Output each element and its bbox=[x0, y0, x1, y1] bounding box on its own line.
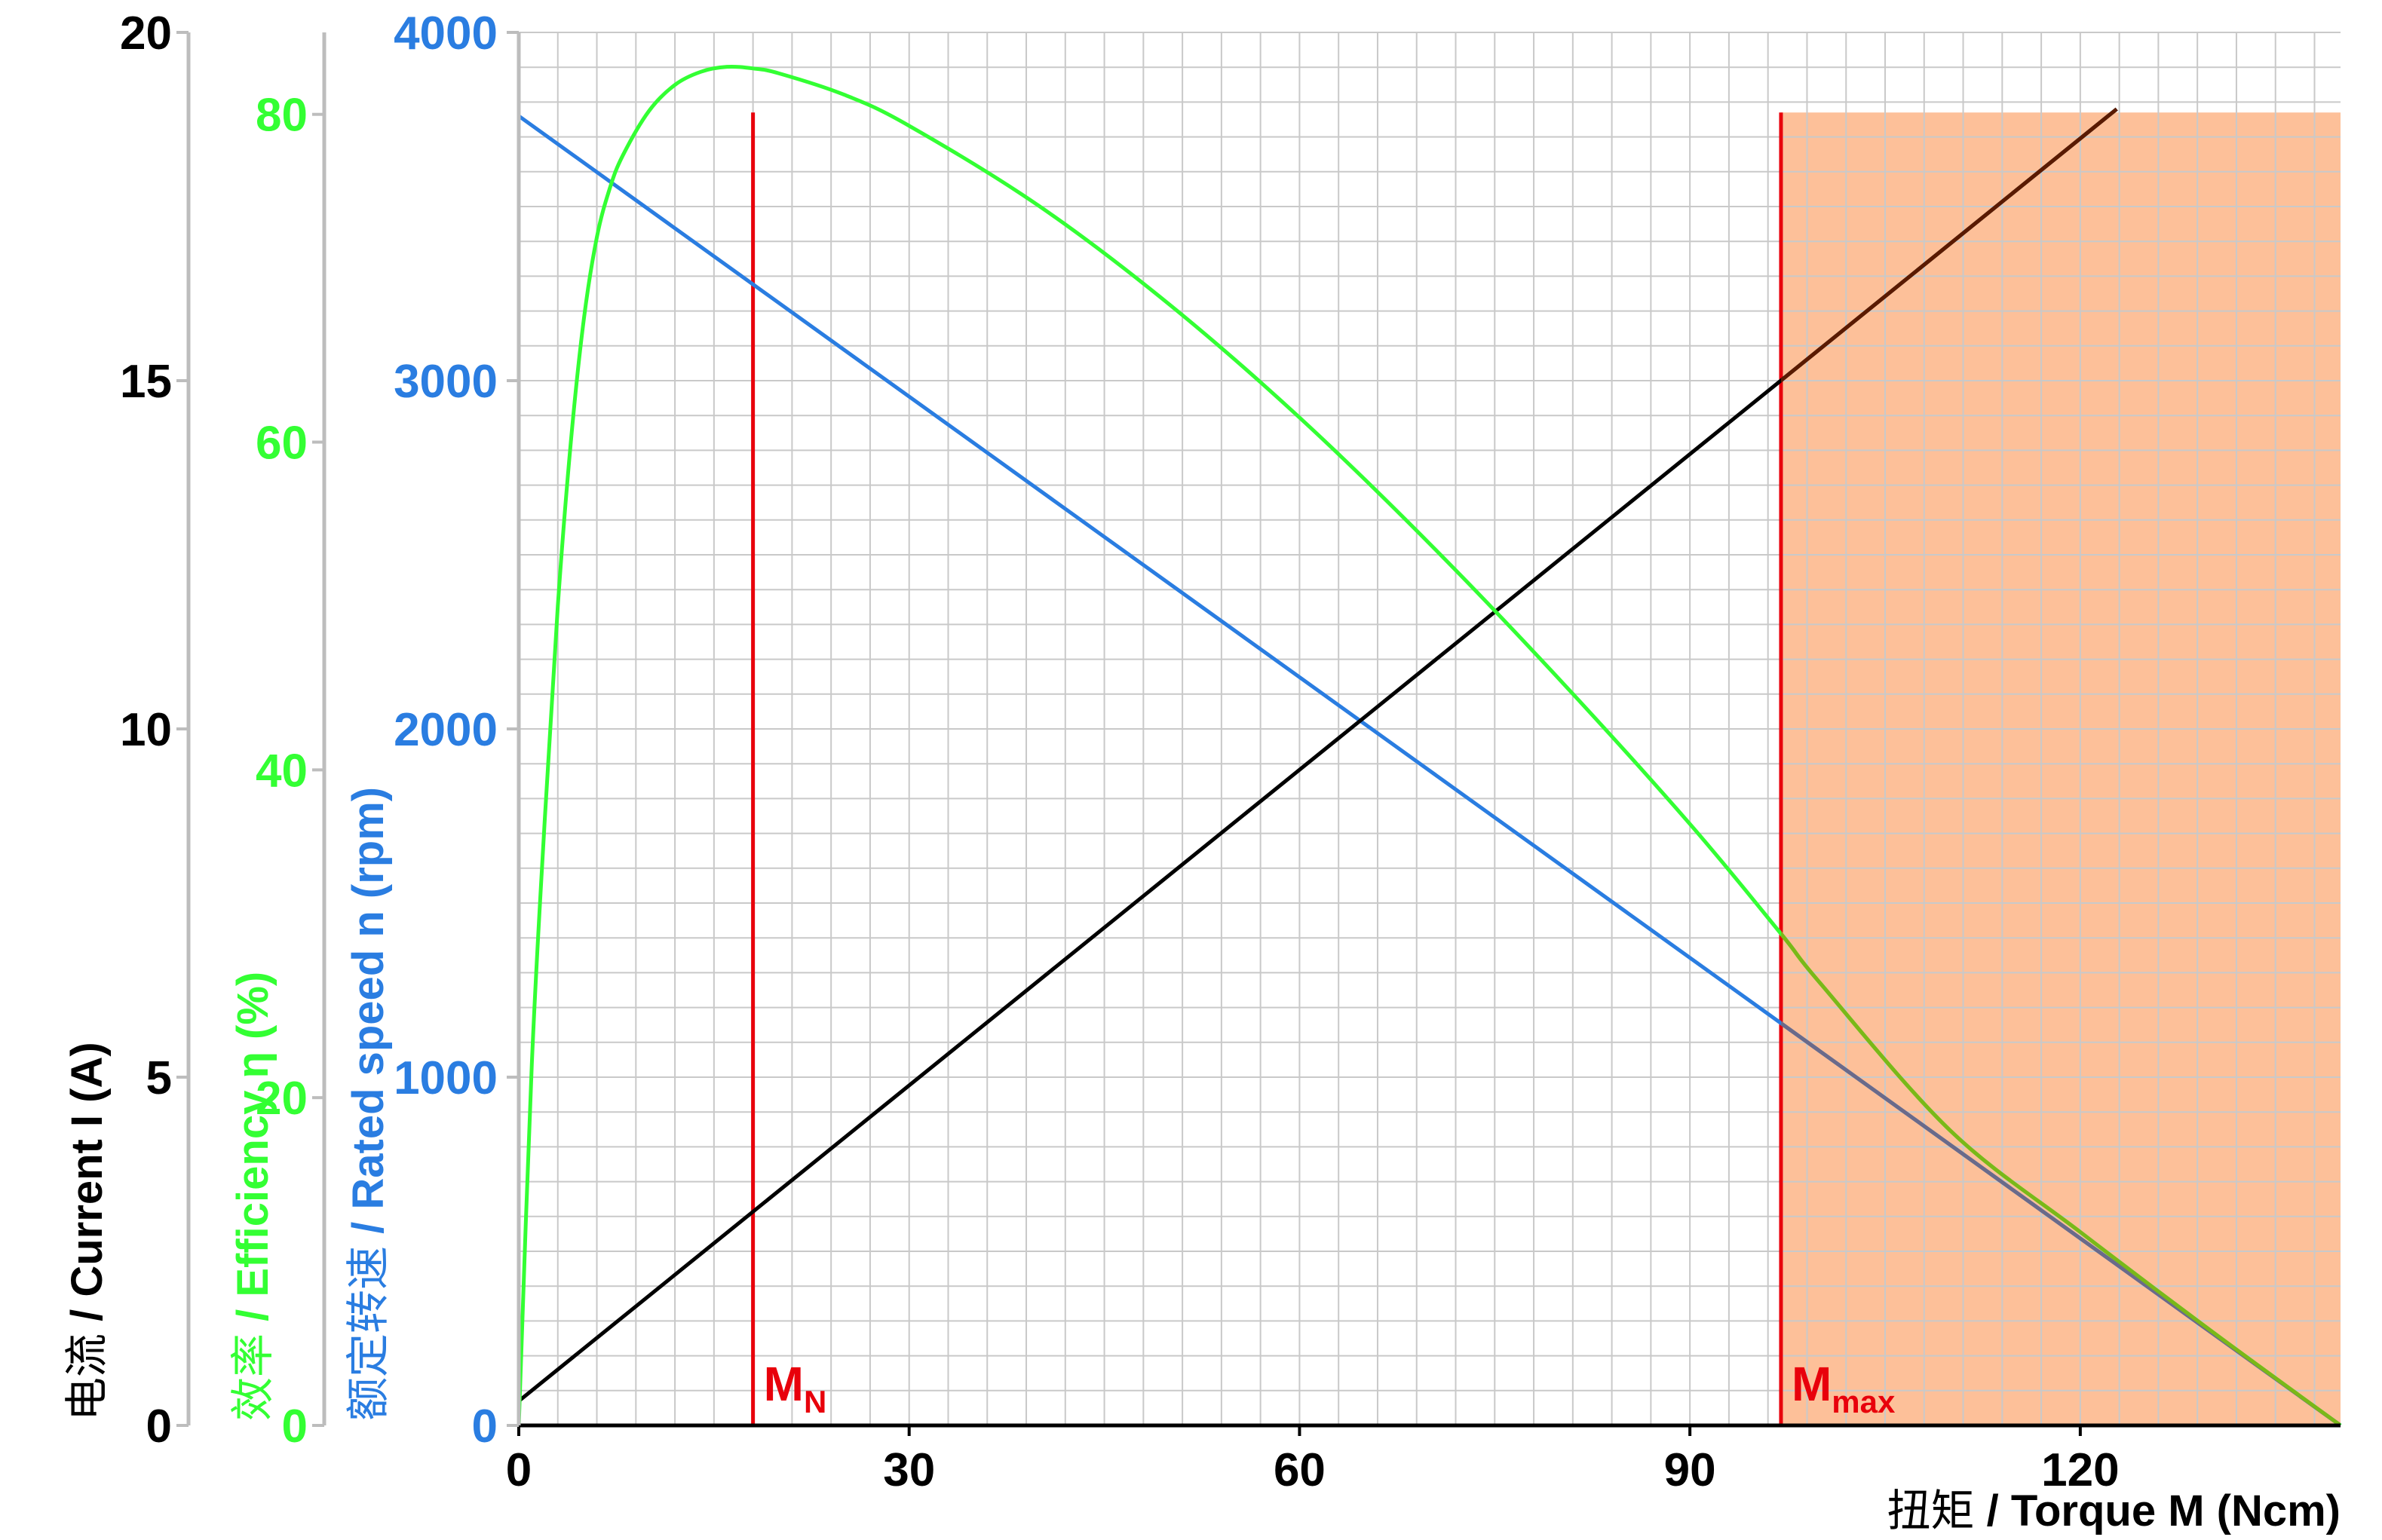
speed-axis-title: 额定转速 / Rated speed n (rpm) bbox=[342, 787, 394, 1421]
max-torque-label-sub: max bbox=[1832, 1384, 1896, 1419]
efficiency-tick-label: 20 bbox=[256, 1073, 308, 1125]
torque-axis-title-en: Torque M (Ncm) bbox=[2011, 1486, 2341, 1535]
rated-torque-label-sub: N bbox=[804, 1384, 826, 1419]
efficiency-tick-label: 80 bbox=[256, 90, 308, 142]
current-tick-label: 0 bbox=[146, 1401, 172, 1453]
overload-region bbox=[1780, 112, 2341, 1425]
speed-series-line-overload bbox=[1780, 1021, 2341, 1425]
grid bbox=[519, 32, 2341, 1425]
current-axis-title-cn: 电流 bbox=[61, 1333, 112, 1421]
efficiency-tick-label: 60 bbox=[256, 418, 308, 470]
speed-axis-title-cn: 额定转速 bbox=[342, 1246, 394, 1421]
current-axis-title-en: Current I (A) bbox=[63, 1042, 112, 1297]
current-axis-title: 电流 / Current I (A) bbox=[61, 1042, 112, 1421]
efficiency-tick-label: 40 bbox=[256, 745, 308, 797]
efficiency-axis-title: 效率 / Efficiency η (%) bbox=[227, 972, 278, 1421]
x-tick-label: 30 bbox=[883, 1444, 935, 1496]
speed-tick-label: 1000 bbox=[394, 1052, 498, 1104]
efficiency-series-line-overload bbox=[1780, 930, 2341, 1425]
efficiency-axis-title-cn: 效率 bbox=[227, 1333, 278, 1421]
speed-tick-label: 3000 bbox=[394, 356, 498, 408]
x-tick-label: 120 bbox=[2041, 1444, 2119, 1496]
speed-axis-title-en: Rated speed n (rpm) bbox=[344, 787, 393, 1210]
torque-axis-title-cn: 扭矩 bbox=[1887, 1485, 1975, 1536]
axes: 0 30 60 90 120 0 5 10 15 20 0 20 40 60 80 0 1000 2000 3000… bbox=[120, 8, 2341, 1496]
max-torque-label: Mmax bbox=[1792, 1357, 1896, 1419]
series-lines bbox=[517, 64, 2342, 1428]
rated-torque-label: MN bbox=[764, 1357, 827, 1419]
current-tick-label: 15 bbox=[120, 356, 172, 408]
x-tick-label: 60 bbox=[1274, 1444, 1326, 1496]
torque-axis-title: 扭矩 / Torque M (Ncm) bbox=[1887, 1485, 2341, 1536]
x-tick-label: 0 bbox=[506, 1444, 532, 1496]
speed-tick-label: 0 bbox=[472, 1401, 498, 1453]
x-tick-label: 90 bbox=[1664, 1444, 1716, 1496]
efficiency-axis-title-en: Efficiency η (%) bbox=[228, 972, 277, 1297]
max-torque-label-main: M bbox=[1792, 1357, 1832, 1411]
current-tick-label: 20 bbox=[120, 8, 172, 60]
current-tick-label: 10 bbox=[120, 704, 172, 756]
speed-tick-label: 2000 bbox=[394, 704, 498, 756]
speed-tick-label: 4000 bbox=[394, 8, 498, 60]
rated-torque-label-main: M bbox=[764, 1357, 804, 1411]
current-tick-label: 5 bbox=[146, 1052, 172, 1104]
efficiency-tick-label: 0 bbox=[282, 1401, 308, 1453]
torque-markers: MN Mmax bbox=[751, 112, 1896, 1425]
overload-region-layer bbox=[1780, 112, 2341, 1425]
current-series-line-overload bbox=[1780, 107, 2118, 383]
